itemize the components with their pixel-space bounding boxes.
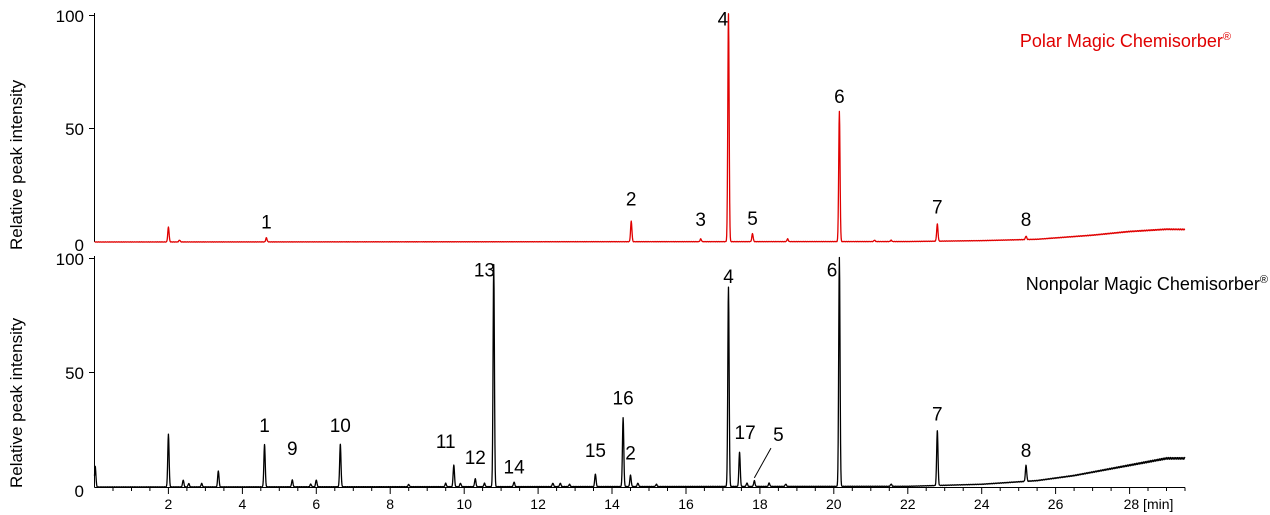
peak-label-8: 8 [1021, 210, 1032, 231]
x-tick-label: 14 [604, 496, 620, 512]
peak-label-2: 2 [626, 190, 637, 211]
peak-label-5: 5 [773, 425, 784, 446]
x-tick-label: 16 [678, 496, 694, 512]
legend-nonpolar-registered-mark: ® [1260, 274, 1268, 286]
bottom-y-axis-label: Relative peak intensity [7, 317, 26, 488]
legend-nonpolar-text: Nonpolar Magic Chemisorber [1026, 274, 1260, 294]
top-panel-polar: Relative peak intensity 100 50 0 1 2 3 4 5 6 7… [7, 7, 1231, 255]
bottom-y-tick-label-100: 100 [56, 250, 84, 269]
peak-label-4: 4 [723, 267, 734, 288]
peak-label-16: 16 [613, 389, 634, 410]
peak-label-3: 3 [695, 210, 706, 231]
x-tick-label: 28 [min] [1124, 496, 1174, 512]
bottom-panel-nonpolar: Relative peak intensity 100 50 0 1910111… [7, 250, 1268, 501]
peak-label-10: 10 [330, 416, 351, 437]
top-y-tick-label-100: 100 [56, 7, 84, 26]
x-axis: 2 4 6 8 10 12 14 16 18 20 22 24 26 28 [min] [94, 487, 1186, 512]
peak-label-8: 8 [1021, 441, 1032, 462]
peak-label-5: 5 [747, 209, 758, 230]
x-tick-label: 8 [386, 496, 394, 512]
x-tick-label: 20 [826, 496, 842, 512]
peak-label-6: 6 [827, 260, 838, 281]
peak-label-7: 7 [932, 198, 943, 219]
peak-label-13: 13 [474, 260, 495, 281]
peak-label-2: 2 [625, 444, 636, 465]
top-y-tick-label-50: 50 [65, 120, 84, 139]
peak-label-1: 1 [261, 212, 272, 233]
x-axis-tick-labels: 2 4 6 8 10 12 14 16 18 20 22 24 26 28 [min] [165, 496, 1174, 512]
peak-label-1: 1 [259, 416, 270, 437]
nonpolar-trace-line [93, 256, 1186, 488]
peak-label-4: 4 [718, 9, 729, 30]
top-y-tick-label-0: 0 [75, 236, 84, 255]
peak-label-6: 6 [834, 87, 845, 108]
peak-label-11: 11 [436, 432, 456, 453]
legend-polar: Polar Magic Chemisorber® [1020, 31, 1231, 51]
x-tick-label: 4 [239, 496, 247, 512]
x-tick-label: 6 [312, 496, 320, 512]
x-tick-label: 22 [900, 496, 916, 512]
legend-polar-registered-mark: ® [1223, 31, 1231, 43]
x-tick-label: 24 [974, 496, 990, 512]
peak-label-14: 14 [504, 457, 526, 478]
peak-label-9: 9 [287, 439, 298, 460]
peak-label-15: 15 [585, 441, 606, 462]
bottom-y-tick-label-50: 50 [65, 364, 84, 383]
x-tick-label: 18 [752, 496, 768, 512]
legend-polar-text: Polar Magic Chemisorber [1020, 31, 1223, 51]
x-tick-label: 26 [1048, 496, 1064, 512]
x-tick-label: 10 [456, 496, 472, 512]
top-peak-labels: 1 2 3 4 5 6 7 8 [261, 9, 1031, 233]
peak-label-12: 12 [465, 448, 486, 469]
peak-label-17: 17 [735, 423, 756, 444]
legend-nonpolar: Nonpolar Magic Chemisorber® [1026, 274, 1268, 294]
top-y-axis-label: Relative peak intensity [7, 79, 26, 250]
bottom-peak-labels: 19 10 11 12 13 14 15 16 2 4 17 5 6 7 8 [259, 260, 1031, 478]
bottom-y-tick-label-0: 0 [75, 482, 84, 501]
polar-trace-line [94, 13, 1186, 243]
x-tick-label: 2 [165, 496, 173, 512]
x-axis-ticks [112, 487, 1186, 494]
peak-label-7: 7 [932, 405, 943, 426]
x-tick-label: 12 [530, 496, 546, 512]
peak-5-pointer-line [753, 447, 772, 479]
